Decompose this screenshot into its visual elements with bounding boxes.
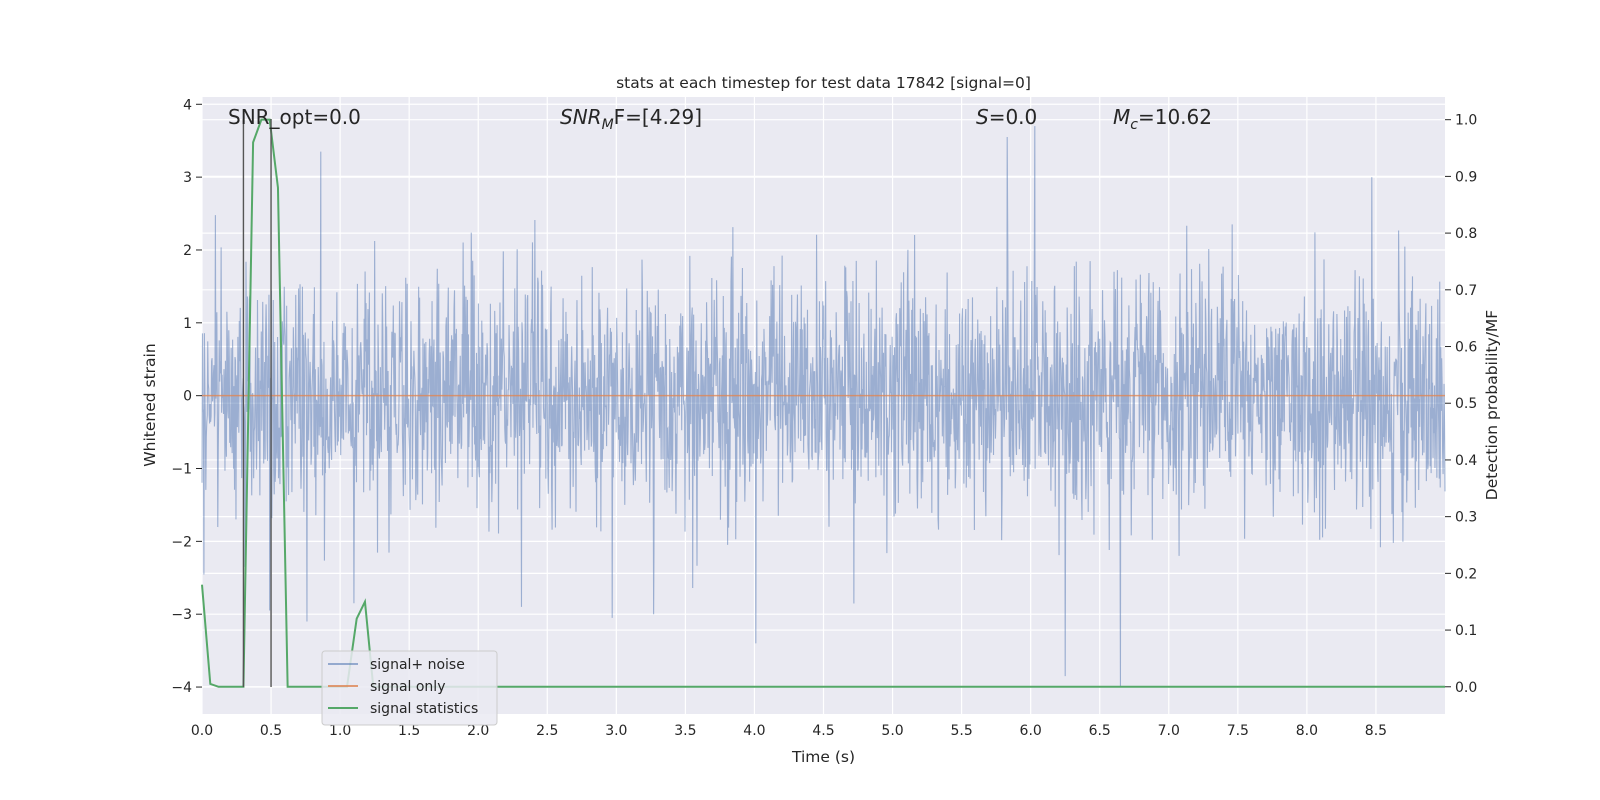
x-tick-label: 4.5 bbox=[812, 723, 834, 739]
s-annotation: S=0.0 bbox=[976, 105, 1037, 129]
x-tick-label: 7.0 bbox=[1158, 723, 1180, 739]
y-tick-label: −2 bbox=[171, 534, 192, 550]
x-tick-label: 0.5 bbox=[260, 723, 282, 739]
x-tick-label: 6.0 bbox=[1020, 723, 1042, 739]
x-tick-label: 2.0 bbox=[467, 723, 489, 739]
signal-noise-layer bbox=[201, 126, 1446, 688]
signal-statistics-line bbox=[201, 118, 1445, 688]
s-value: =0.0 bbox=[989, 105, 1038, 129]
x-tick-label: 7.5 bbox=[1227, 723, 1249, 739]
y-axis-ticks: 4 3 2 1 0 −1 −2 −3 −4 bbox=[171, 97, 202, 696]
y-tick-label: −3 bbox=[171, 607, 192, 623]
y2-tick-label: 0.9 bbox=[1455, 169, 1477, 185]
annotations: SNR_opt=0.0 SNRMF=[4.29] S=0.0 Mc=10.62 bbox=[228, 105, 1212, 133]
y-axis-label: Whitened strain bbox=[141, 343, 159, 466]
y2-tick-label: 0.5 bbox=[1455, 396, 1477, 412]
legend-label-signal-noise: signal+ noise bbox=[370, 657, 465, 673]
x-tick-label: 2.5 bbox=[536, 723, 558, 739]
y2-axis-label: Detection probability/MF bbox=[1483, 310, 1501, 501]
legend: signal+ noise signal only signal statist… bbox=[321, 650, 498, 726]
legend-box bbox=[321, 650, 498, 726]
y-tick-label: 3 bbox=[183, 170, 192, 186]
x-tick-label: 0.0 bbox=[191, 723, 213, 739]
mc-annotation: Mc=10.62 bbox=[1113, 105, 1212, 133]
x-tick-label: 3.0 bbox=[605, 723, 627, 739]
x-axis-label: Time (s) bbox=[791, 748, 855, 766]
y2-tick-label: 0.1 bbox=[1455, 623, 1477, 639]
x-tick-label: 5.5 bbox=[950, 723, 972, 739]
y2-tick-label: 0.8 bbox=[1455, 226, 1477, 242]
y2-tick-label: 0.0 bbox=[1455, 680, 1477, 696]
legend-label-signal-only: signal only bbox=[370, 679, 445, 695]
signal-noise-line bbox=[201, 126, 1446, 688]
x-tick-label: 4.0 bbox=[743, 723, 765, 739]
y2-tick-label: 0.6 bbox=[1455, 340, 1477, 356]
y-tick-label: 1 bbox=[183, 316, 192, 332]
x-tick-label: 5.0 bbox=[881, 723, 903, 739]
snr-mf-symbol: SNR bbox=[560, 105, 602, 129]
snr-mf-value: F=[4.29] bbox=[614, 105, 702, 129]
x-tick-label: 8.5 bbox=[1365, 723, 1387, 739]
x-tick-label: 8.0 bbox=[1296, 723, 1318, 739]
s-symbol: S bbox=[976, 105, 989, 129]
snr-mf-subscript: M bbox=[602, 117, 614, 133]
chart-title: stats at each timestep for test data 178… bbox=[616, 74, 1031, 92]
mc-subscript: c bbox=[1130, 117, 1138, 133]
x-tick-label: 1.0 bbox=[329, 723, 351, 739]
y2-tick-label: 0.7 bbox=[1455, 283, 1477, 299]
mc-value: =10.62 bbox=[1138, 105, 1212, 129]
y-tick-label: 2 bbox=[183, 243, 192, 259]
snr-mf-annotation: SNRMF=[4.29] bbox=[560, 105, 702, 133]
x-tick-label: 6.5 bbox=[1089, 723, 1111, 739]
legend-label-signal-statistics: signal statistics bbox=[370, 701, 478, 717]
x-tick-label: 1.5 bbox=[398, 723, 420, 739]
y2-tick-label: 0.3 bbox=[1455, 510, 1477, 526]
mc-symbol: M bbox=[1113, 105, 1130, 129]
y2-tick-label: 0.2 bbox=[1455, 566, 1477, 582]
y-tick-label: −4 bbox=[171, 680, 192, 696]
series-layer bbox=[201, 118, 1445, 688]
y2-axis-ticks: 1.0 0.9 0.8 0.7 0.6 0.5 0.4 0.3 0.2 0.1 0.0 bbox=[1445, 113, 1477, 696]
y-tick-label: −1 bbox=[171, 462, 192, 478]
vertical-markers bbox=[242, 119, 272, 688]
x-tick-label: 3.5 bbox=[674, 723, 696, 739]
y2-tick-label: 0.4 bbox=[1455, 453, 1477, 469]
y-tick-label: 4 bbox=[183, 97, 192, 113]
x-axis-ticks: 0.0 0.5 1.0 1.5 2.0 2.5 3.0 3.5 4.0 4.5 5.0 5.5 6.0 6… bbox=[191, 723, 1387, 739]
y2-tick-label: 1.0 bbox=[1455, 113, 1477, 129]
y-tick-label: 0 bbox=[183, 389, 192, 405]
snr-opt-annotation: SNR_opt=0.0 bbox=[228, 105, 361, 129]
